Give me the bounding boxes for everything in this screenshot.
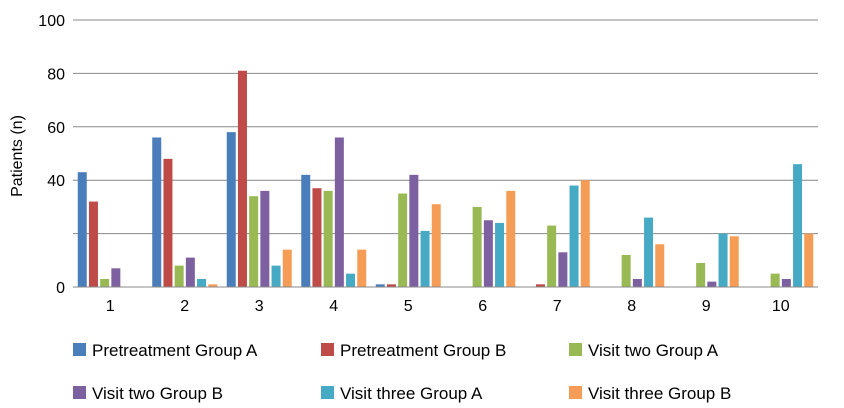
gridlines [73,19,818,235]
bar [237,70,247,287]
bar [483,220,493,287]
legend-item: Pretreatment Group A [73,341,258,360]
legend-label: Pretreatment Group A [92,341,258,360]
legend-label: Visit three Group A [340,384,483,403]
bar [644,217,654,287]
bar [580,180,590,287]
bar [208,284,218,287]
x-tick-label: 1 [106,298,115,315]
bar [472,206,482,287]
y-axis-label: Patients (n) [9,115,26,197]
legend-swatch [73,386,86,399]
bar [707,281,717,287]
bar [386,284,396,287]
x-tick-label: 4 [329,298,338,315]
y-tick-label: 80 [47,66,65,83]
legend-item: Visit three Group B [569,384,731,403]
legend-item: Visit two Group B [73,384,223,403]
legend-item: Visit three Group A [321,384,483,403]
x-tick-label: 7 [553,298,562,315]
bar [506,190,516,287]
bar [569,185,579,287]
y-tick-label: 40 [47,173,65,190]
bar [260,190,270,287]
x-tick-label: 2 [180,298,189,315]
x-tick-label: 9 [702,298,711,315]
y-tick-label: 100 [38,13,65,30]
legend-swatch [569,343,582,356]
bar [282,249,292,287]
bar [398,193,408,287]
bar [323,190,333,287]
bar [163,158,173,287]
bar [197,278,207,287]
bar [793,164,803,287]
bar [357,249,367,287]
legend-item: Pretreatment Group B [321,341,506,360]
bar [729,236,739,287]
bar [334,137,344,287]
y-tick-label: 60 [47,120,65,137]
bar [249,196,259,287]
bar [718,233,728,287]
bar [375,284,385,287]
bar [152,137,162,287]
bars [77,70,814,287]
bar [770,273,780,287]
bar [77,172,87,287]
legend-swatch [73,343,86,356]
axes: 0 40 60 80 100 1 2 3 4 5 6 7 8 9 10 [38,13,818,315]
bar [185,257,195,287]
bar [271,265,281,287]
bar [312,188,322,287]
bar [301,174,311,287]
bar [346,273,356,287]
bar [409,174,419,287]
bar [696,262,706,287]
bar [632,278,642,287]
bar [420,230,430,287]
bar [547,225,557,287]
bar [495,222,505,287]
y-tick-label: 0 [56,280,65,297]
bar [226,132,236,287]
x-tick-label: 3 [255,298,264,315]
legend-swatch [321,386,334,399]
bar [558,252,568,287]
legend-label: Visit three Group B [588,384,731,403]
legend-label: Visit two Group B [92,384,223,403]
x-tick-label: 10 [772,298,790,315]
bar [781,278,791,287]
bar [174,265,184,287]
legend-label: Visit two Group A [588,341,719,360]
x-tick-label: 5 [404,298,413,315]
bar [804,233,814,287]
bar [100,278,110,287]
bar [655,244,665,287]
legend: Pretreatment Group A Pretreatment Group B… [73,341,731,403]
bar [535,284,545,287]
bar [621,254,631,287]
legend-swatch [569,386,582,399]
bar [111,268,121,287]
bar [431,204,441,287]
legend-item: Visit two Group A [569,341,719,360]
bar [88,201,98,287]
x-tick-label: 6 [478,298,487,315]
legend-swatch [321,343,334,356]
x-tick-label: 8 [627,298,636,315]
legend-label: Pretreatment Group B [340,341,506,360]
